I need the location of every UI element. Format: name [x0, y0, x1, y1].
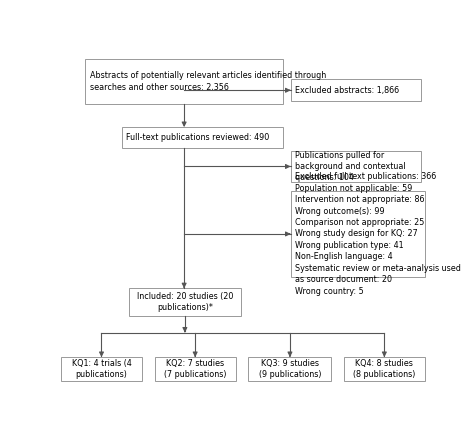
- FancyBboxPatch shape: [291, 191, 425, 277]
- FancyBboxPatch shape: [291, 79, 421, 101]
- FancyBboxPatch shape: [291, 151, 421, 181]
- FancyBboxPatch shape: [129, 288, 241, 316]
- Text: Excluded abstracts: 1,866: Excluded abstracts: 1,866: [295, 85, 400, 95]
- FancyBboxPatch shape: [61, 357, 142, 382]
- FancyBboxPatch shape: [122, 127, 283, 148]
- Text: Publications pulled for
background and contextual
questions: 104: Publications pulled for background and c…: [295, 150, 406, 182]
- Text: KQ1: 4 trials (4
publications): KQ1: 4 trials (4 publications): [72, 359, 131, 379]
- FancyBboxPatch shape: [344, 357, 425, 382]
- Text: Abstracts of potentially relevant articles identified through
searches and other: Abstracts of potentially relevant articl…: [90, 72, 326, 92]
- Text: Full-text publications reviewed: 490: Full-text publications reviewed: 490: [127, 133, 270, 142]
- Text: KQ4: 8 studies
(8 publications): KQ4: 8 studies (8 publications): [353, 359, 416, 379]
- FancyBboxPatch shape: [85, 59, 283, 104]
- FancyBboxPatch shape: [155, 357, 236, 382]
- Text: KQ2: 7 studies
(7 publications): KQ2: 7 studies (7 publications): [164, 359, 227, 379]
- Text: KQ3: 9 studies
(9 publications): KQ3: 9 studies (9 publications): [258, 359, 321, 379]
- Text: Excluded full text publications: 366
Population not applicable: 59
Intervention : Excluded full text publications: 366 Pop…: [295, 172, 461, 296]
- Text: Included: 20 studies (20
publications)*: Included: 20 studies (20 publications)*: [137, 292, 233, 312]
- FancyBboxPatch shape: [248, 357, 331, 382]
